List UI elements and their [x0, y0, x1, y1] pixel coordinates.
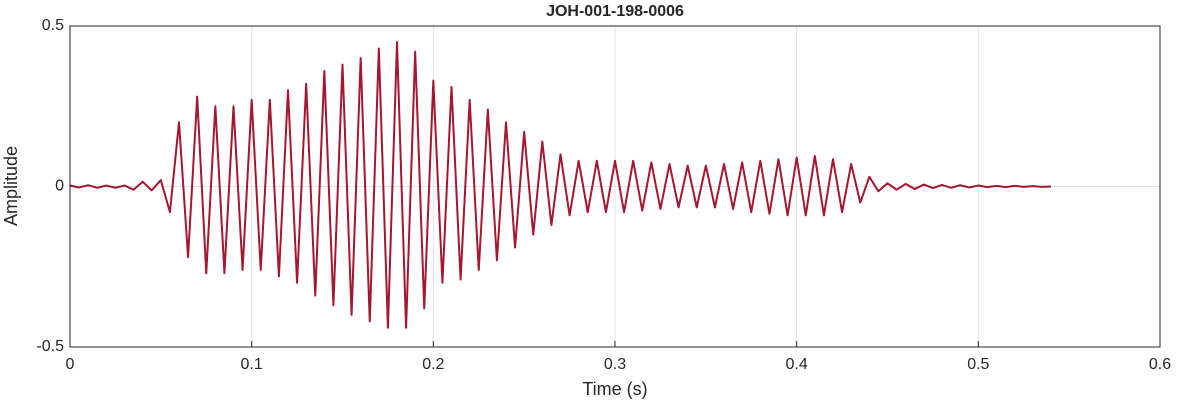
x-tick-label: 0.3	[604, 356, 626, 373]
y-tick-label: 0	[55, 178, 64, 195]
y-tick-label: -0.5	[36, 338, 64, 355]
waveform-line	[69, 41, 1052, 329]
y-axis-label: Amplitude	[1, 146, 21, 226]
plot-border	[69, 25, 1161, 348]
x-tick-label: 0.2	[422, 356, 444, 373]
x-tick-label: 0.4	[786, 356, 808, 373]
x-axis-label: Time (s)	[582, 379, 647, 399]
y-tick-label: 0.5	[42, 17, 64, 34]
chart-title: JOH-001-198-0006	[546, 3, 684, 20]
x-tick-label: 0	[66, 356, 75, 373]
x-tick-label: 0.1	[241, 356, 263, 373]
x-tick-label: 0.5	[967, 356, 989, 373]
x-tick-label: 0.6	[1149, 356, 1171, 373]
